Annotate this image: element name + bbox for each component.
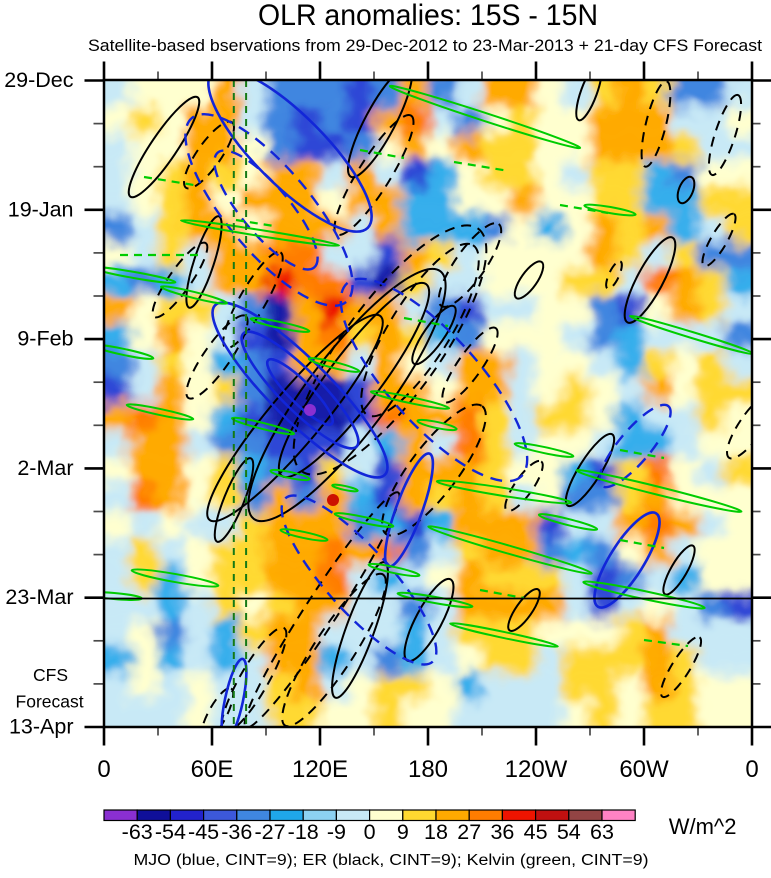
svg-text:MJO (blue, CINT=9); ER (black,: MJO (blue, CINT=9); ER (black, CINT=9); … [134, 852, 649, 869]
svg-text:0: 0 [745, 756, 758, 783]
svg-text:OLR anomalies: 15S - 15N: OLR anomalies: 15S - 15N [258, 0, 598, 32]
svg-text:60W: 60W [619, 756, 669, 783]
svg-text:18: 18 [424, 820, 448, 844]
svg-text:W/m^2: W/m^2 [669, 814, 737, 839]
svg-text:-54: -54 [155, 820, 186, 844]
svg-text:CFS: CFS [33, 665, 68, 685]
svg-text:-18: -18 [288, 820, 319, 844]
svg-text:60E: 60E [191, 756, 234, 783]
svg-text:120W: 120W [505, 756, 568, 783]
svg-text:-63: -63 [122, 820, 153, 844]
svg-text:9-Feb: 9-Feb [17, 327, 73, 351]
svg-text:0: 0 [364, 820, 376, 844]
svg-text:0: 0 [97, 756, 110, 783]
svg-text:2-Mar: 2-Mar [17, 456, 73, 480]
svg-text:Forecast: Forecast [16, 692, 84, 712]
svg-text:36: 36 [490, 820, 514, 844]
svg-text:63: 63 [590, 820, 614, 844]
svg-text:180: 180 [408, 756, 448, 783]
svg-text:13-Apr: 13-Apr [9, 715, 74, 739]
svg-text:-45: -45 [188, 820, 219, 844]
svg-text:29-Dec: 29-Dec [4, 68, 74, 92]
svg-text:45: 45 [524, 820, 548, 844]
svg-text:Satellite-based bservations fr: Satellite-based bservations from 29-Dec-… [88, 36, 762, 55]
svg-text:-9: -9 [327, 820, 346, 844]
svg-text:19-Jan: 19-Jan [8, 197, 74, 221]
svg-text:-36: -36 [221, 820, 252, 844]
svg-text:9: 9 [397, 820, 409, 844]
svg-text:120E: 120E [292, 756, 348, 783]
svg-text:23-Mar: 23-Mar [5, 585, 73, 609]
svg-text:54: 54 [557, 820, 581, 844]
svg-text:-27: -27 [254, 820, 285, 844]
svg-text:27: 27 [457, 820, 481, 844]
